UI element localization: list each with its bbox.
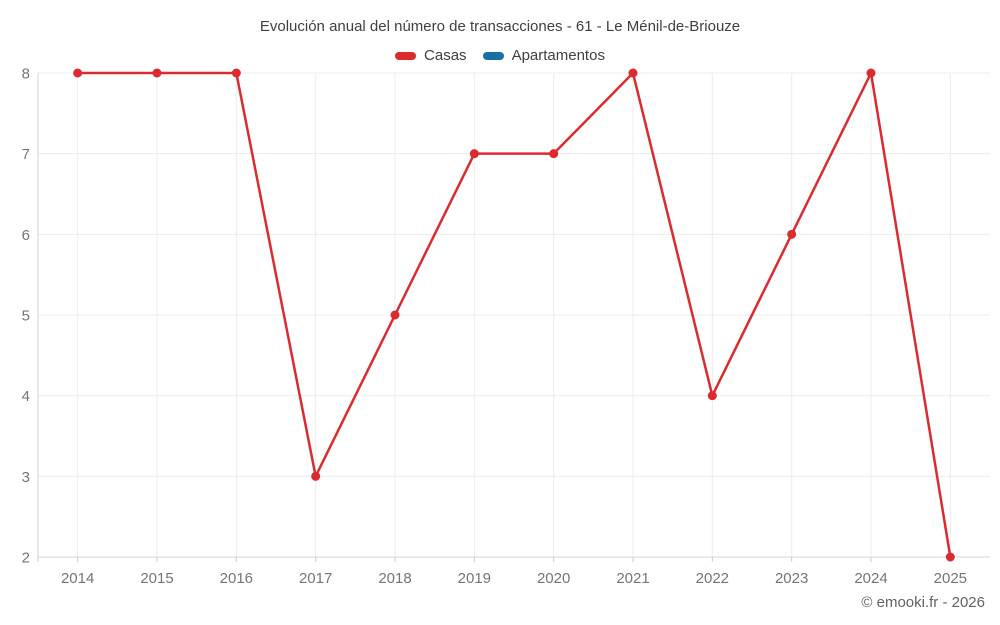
legend-item-casas[interactable]: Casas [395,46,467,66]
x-axis-label: 2024 [854,570,887,587]
x-axis-label: 2025 [934,570,967,587]
data-point-casas-2024[interactable] [866,68,876,78]
legend-swatch-casas [395,52,417,60]
data-point-casas-2018[interactable] [390,310,400,320]
legend-swatch-apartamentos [482,52,504,60]
x-axis-label: 2014 [61,570,94,587]
y-axis-label: 2 [22,550,30,567]
data-point-casas-2025[interactable] [945,552,955,562]
y-axis-label: 5 [22,308,30,325]
chart-title: Evolución anual del número de transaccio… [259,18,741,35]
data-point-casas-2014[interactable] [73,68,83,78]
data-point-casas-2020[interactable] [549,149,559,159]
x-axis-label: 2017 [299,570,332,587]
data-point-casas-2019[interactable] [469,149,479,159]
data-point-casas-2016[interactable] [231,68,241,78]
x-axis-label: 2019 [458,570,491,587]
x-axis-label: 2023 [775,570,808,587]
x-axis-label: 2016 [220,570,253,587]
legend-label: Apartamentos [511,47,605,64]
x-axis-label: 2018 [378,570,411,587]
legend-label: Casas [424,47,467,64]
x-axis-label: 2021 [616,570,649,587]
data-point-casas-2023[interactable] [787,229,797,239]
y-axis-label: 7 [22,146,30,163]
y-axis-label: 8 [22,66,30,83]
chart-legend: Casas Apartamentos [0,46,1000,66]
legend-item-apartamentos[interactable]: Apartamentos [482,46,605,66]
x-axis-label: 2022 [696,570,729,587]
data-point-casas-2021[interactable] [628,68,638,78]
y-axis-label: 3 [22,469,30,486]
y-axis-label: 6 [22,227,30,244]
x-axis-label: 2015 [140,570,173,587]
series-line-casas [76,71,952,559]
copyright-credit: © emooki.fr - 2026 [861,594,985,611]
data-point-casas-2022[interactable] [707,391,717,401]
y-axis-label: 4 [22,388,30,405]
data-point-casas-2015[interactable] [152,68,162,78]
data-point-casas-2017[interactable] [311,471,321,481]
x-axis-label: 2020 [537,570,570,587]
